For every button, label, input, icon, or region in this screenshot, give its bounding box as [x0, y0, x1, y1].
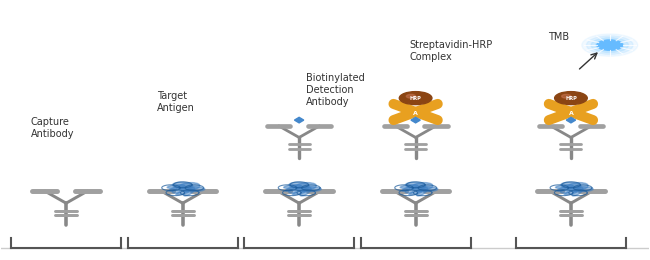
- Text: Target
Antigen: Target Antigen: [157, 92, 194, 113]
- Text: Streptavidin-HRP
Complex: Streptavidin-HRP Complex: [409, 40, 493, 62]
- Circle shape: [562, 94, 571, 98]
- Circle shape: [596, 40, 624, 51]
- Text: TMB: TMB: [549, 32, 569, 42]
- Ellipse shape: [411, 183, 433, 191]
- Ellipse shape: [405, 190, 413, 193]
- Text: Biotinylated
Detection
Antibody: Biotinylated Detection Antibody: [306, 73, 365, 107]
- Ellipse shape: [300, 187, 311, 196]
- Ellipse shape: [417, 187, 428, 196]
- Ellipse shape: [564, 191, 578, 195]
- Circle shape: [406, 94, 415, 98]
- Ellipse shape: [412, 187, 437, 192]
- Circle shape: [582, 34, 638, 56]
- Ellipse shape: [560, 190, 569, 193]
- Circle shape: [591, 38, 629, 53]
- Text: Capture
Antibody: Capture Antibody: [31, 117, 74, 139]
- Circle shape: [399, 92, 432, 105]
- Ellipse shape: [289, 190, 296, 193]
- Ellipse shape: [561, 182, 581, 189]
- Ellipse shape: [556, 185, 573, 188]
- Ellipse shape: [402, 187, 411, 191]
- Ellipse shape: [295, 187, 321, 192]
- Ellipse shape: [292, 191, 306, 195]
- Ellipse shape: [295, 183, 317, 191]
- Ellipse shape: [167, 185, 185, 188]
- Ellipse shape: [285, 187, 294, 191]
- Polygon shape: [411, 117, 421, 123]
- Ellipse shape: [169, 187, 178, 191]
- Text: HRP: HRP: [565, 96, 577, 101]
- Ellipse shape: [283, 185, 302, 188]
- Circle shape: [586, 36, 633, 54]
- Ellipse shape: [183, 187, 195, 196]
- Ellipse shape: [289, 182, 309, 189]
- Circle shape: [554, 92, 587, 105]
- Ellipse shape: [409, 191, 423, 195]
- Ellipse shape: [172, 190, 180, 193]
- Ellipse shape: [179, 187, 205, 192]
- Ellipse shape: [567, 187, 593, 192]
- Ellipse shape: [178, 183, 200, 191]
- Ellipse shape: [567, 183, 588, 191]
- Text: A: A: [413, 111, 418, 116]
- Ellipse shape: [557, 187, 566, 191]
- Polygon shape: [566, 117, 576, 123]
- Text: A: A: [569, 111, 573, 116]
- Ellipse shape: [176, 191, 189, 195]
- Ellipse shape: [572, 187, 583, 196]
- Polygon shape: [294, 117, 304, 123]
- Text: HRP: HRP: [410, 96, 422, 101]
- Ellipse shape: [400, 185, 418, 188]
- Circle shape: [597, 40, 623, 50]
- Ellipse shape: [172, 182, 192, 189]
- Ellipse shape: [406, 182, 426, 189]
